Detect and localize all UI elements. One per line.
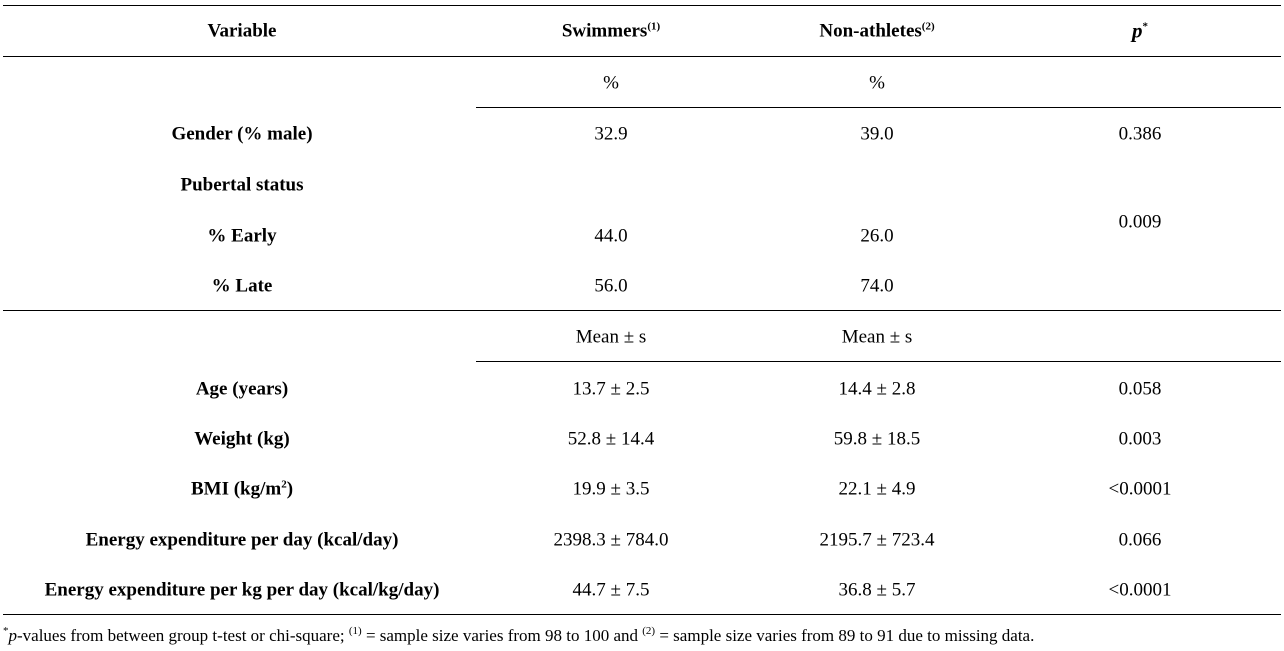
row-energy-kg-nonathletes: 36.8 ± 5.7 xyxy=(838,579,916,601)
unit-percent-nonathletes: % xyxy=(869,72,885,94)
row-late-nonathletes: 74.0 xyxy=(860,275,894,297)
row-bmi-p: <0.0001 xyxy=(1108,478,1172,500)
row-early-swimmers: 44.0 xyxy=(594,225,628,247)
row-label-late: % Late xyxy=(211,275,273,297)
row-early-nonathletes: 26.0 xyxy=(860,225,894,247)
table-top-rule xyxy=(3,5,1281,6)
swimmers-note: (1) xyxy=(647,20,661,33)
nonathletes-note: (2) xyxy=(921,20,935,33)
header-variable: Variable xyxy=(207,20,277,42)
row-energy-day-swimmers: 2398.3 ± 784.0 xyxy=(553,529,669,551)
row-label-weight: Weight (kg) xyxy=(194,428,290,450)
row-weight-p: 0.003 xyxy=(1118,428,1162,450)
header-p: p* xyxy=(1132,18,1149,43)
table-bottom-rule xyxy=(3,614,1281,615)
row-weight-swimmers: 52.8 ± 14.4 xyxy=(567,428,655,450)
table-footnote: *p-values from between group t-test or c… xyxy=(3,625,1035,645)
unit-percent-swimmers: % xyxy=(603,72,619,94)
section-divider-rule xyxy=(3,310,1281,311)
row-bmi-nonathletes: 22.1 ± 4.9 xyxy=(838,478,916,500)
row-age-p: 0.058 xyxy=(1118,378,1162,400)
row-label-early: % Early xyxy=(207,225,277,247)
unit-mean-swimmers: Mean ± s xyxy=(575,326,647,348)
row-gender-p: 0.386 xyxy=(1118,123,1162,145)
row-energy-day-p: 0.066 xyxy=(1118,529,1162,551)
p-note: * xyxy=(1142,20,1149,33)
row-label-energy-day: Energy expenditure per day (kcal/day) xyxy=(85,529,399,551)
row-label-age: Age (years) xyxy=(195,378,289,400)
unit-mean-nonathletes: Mean ± s xyxy=(841,326,913,348)
row-label-pubertal: Pubertal status xyxy=(180,174,304,196)
row-bmi-swimmers: 19.9 ± 3.5 xyxy=(572,478,650,500)
row-weight-nonathletes: 59.8 ± 18.5 xyxy=(833,428,921,450)
percent-unit-rule xyxy=(476,107,1281,108)
row-energy-kg-p: <0.0001 xyxy=(1108,579,1172,601)
row-age-swimmers: 13.7 ± 2.5 xyxy=(572,378,650,400)
row-energy-day-nonathletes: 2195.7 ± 723.4 xyxy=(819,529,935,551)
row-gender-nonathletes: 39.0 xyxy=(860,123,894,145)
row-pubertal-p: 0.009 xyxy=(1118,211,1162,233)
header-rule xyxy=(3,56,1281,57)
mean-unit-rule xyxy=(476,361,1281,362)
row-energy-kg-swimmers: 44.7 ± 7.5 xyxy=(572,579,650,601)
row-label-bmi: BMI (kg/m2) xyxy=(190,478,294,500)
row-late-swimmers: 56.0 xyxy=(594,275,628,297)
row-age-nonathletes: 14.4 ± 2.8 xyxy=(838,378,916,400)
header-swimmers: Swimmers(1) xyxy=(561,20,661,42)
row-gender-swimmers: 32.9 xyxy=(594,123,628,145)
row-label-gender: Gender (% male) xyxy=(171,123,313,145)
row-label-energy-kg: Energy expenditure per kg per day (kcal/… xyxy=(44,579,440,601)
header-nonathletes: Non-athletes(2) xyxy=(819,20,935,42)
